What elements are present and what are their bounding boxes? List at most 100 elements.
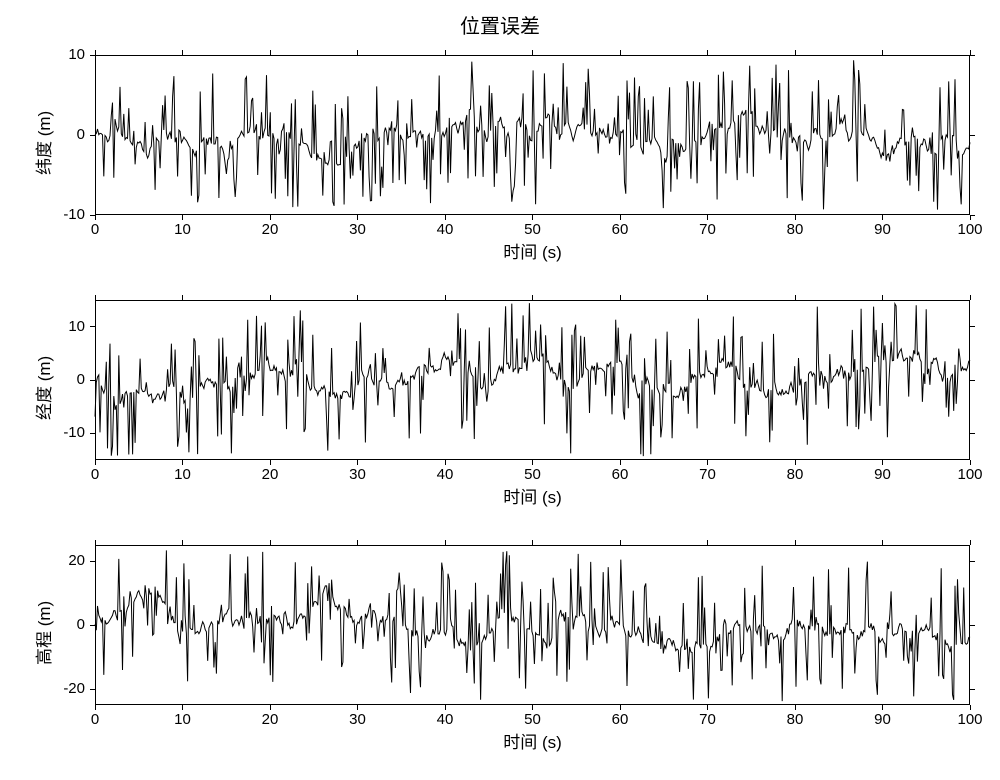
xtick [970, 295, 971, 300]
xtick-label: 60 [600, 711, 640, 728]
xtick-label: 0 [75, 711, 115, 728]
xtick [445, 50, 446, 55]
xtick [95, 705, 96, 710]
xtick [270, 460, 271, 465]
ytick [90, 625, 95, 626]
line-series-alt [95, 545, 970, 705]
xtick [707, 705, 708, 710]
xtick [445, 460, 446, 465]
xtick [620, 540, 621, 545]
ytick-label: 10 [68, 318, 85, 335]
xtick [357, 540, 358, 545]
xtick [532, 540, 533, 545]
xtick [882, 705, 883, 710]
ytick [90, 55, 95, 56]
xtick-label: 80 [775, 466, 815, 483]
xtick [357, 705, 358, 710]
xtick [95, 540, 96, 545]
xtick-label: 30 [338, 711, 378, 728]
xtick [357, 50, 358, 55]
ytick [970, 433, 975, 434]
xtick-label: 10 [163, 711, 203, 728]
xtick [270, 705, 271, 710]
ytick-label: 0 [77, 371, 85, 388]
ylabel: 高程 (m) [30, 601, 55, 665]
xtick [532, 295, 533, 300]
xtick [620, 295, 621, 300]
ytick-label: 0 [77, 126, 85, 143]
xtick [795, 50, 796, 55]
xtick [182, 215, 183, 220]
ytick [970, 55, 975, 56]
xtick [882, 540, 883, 545]
xtick-label: 10 [163, 466, 203, 483]
xtick-label: 60 [600, 466, 640, 483]
xtick [357, 215, 358, 220]
xtick-label: 70 [688, 711, 728, 728]
xtick [882, 215, 883, 220]
xtick [445, 540, 446, 545]
xlabel: 时间 (s) [493, 728, 573, 753]
ytick [90, 689, 95, 690]
ylabel: 经度 (m) [30, 356, 55, 420]
ytick-label: -10 [63, 424, 85, 441]
xtick-label: 50 [513, 711, 553, 728]
xtick [95, 295, 96, 300]
xtick-label: 90 [863, 466, 903, 483]
figure-suptitle: 位置误差 [0, 10, 1000, 39]
xtick [620, 50, 621, 55]
xtick [795, 705, 796, 710]
subplot-lat-error: 0102030405060708090100-10010 时间 (s) 纬度 (… [95, 55, 970, 215]
xtick-label: 40 [425, 466, 465, 483]
xtick [532, 215, 533, 220]
ytick [970, 689, 975, 690]
xtick [795, 460, 796, 465]
xtick-label: 90 [863, 711, 903, 728]
ytick [90, 215, 95, 216]
ytick [90, 380, 95, 381]
xtick-label: 100 [950, 466, 990, 483]
xtick-label: 90 [863, 221, 903, 238]
xtick [182, 540, 183, 545]
xtick [795, 215, 796, 220]
ytick [970, 625, 975, 626]
xtick-label: 30 [338, 466, 378, 483]
xtick-label: 100 [950, 221, 990, 238]
xtick [357, 460, 358, 465]
xtick [707, 215, 708, 220]
xtick-label: 60 [600, 221, 640, 238]
xlabel: 时间 (s) [493, 483, 573, 508]
ytick [970, 561, 975, 562]
xtick [882, 460, 883, 465]
xtick [95, 215, 96, 220]
xtick-label: 40 [425, 221, 465, 238]
xtick [970, 705, 971, 710]
ytick-label: 20 [68, 552, 85, 569]
xtick-label: 40 [425, 711, 465, 728]
xtick-label: 70 [688, 466, 728, 483]
xtick [270, 295, 271, 300]
ytick [970, 326, 975, 327]
xtick-label: 0 [75, 221, 115, 238]
subplot-alt-error: 0102030405060708090100-20020 时间 (s) 高程 (… [95, 545, 970, 705]
xtick-label: 50 [513, 221, 553, 238]
xtick [182, 295, 183, 300]
xtick-label: 50 [513, 466, 553, 483]
xtick-label: 100 [950, 711, 990, 728]
xtick-label: 10 [163, 221, 203, 238]
line-series-lat [95, 55, 970, 215]
ytick-label: 10 [68, 46, 85, 63]
ytick-label: -20 [63, 680, 85, 697]
xtick-label: 20 [250, 466, 290, 483]
xtick [707, 295, 708, 300]
xtick [620, 215, 621, 220]
xtick [970, 215, 971, 220]
ytick [970, 380, 975, 381]
xtick-label: 0 [75, 466, 115, 483]
xtick-label: 20 [250, 221, 290, 238]
xtick-label: 80 [775, 221, 815, 238]
line-series-lon [95, 300, 970, 460]
xtick [707, 50, 708, 55]
ytick-label: -10 [63, 206, 85, 223]
ytick [90, 326, 95, 327]
